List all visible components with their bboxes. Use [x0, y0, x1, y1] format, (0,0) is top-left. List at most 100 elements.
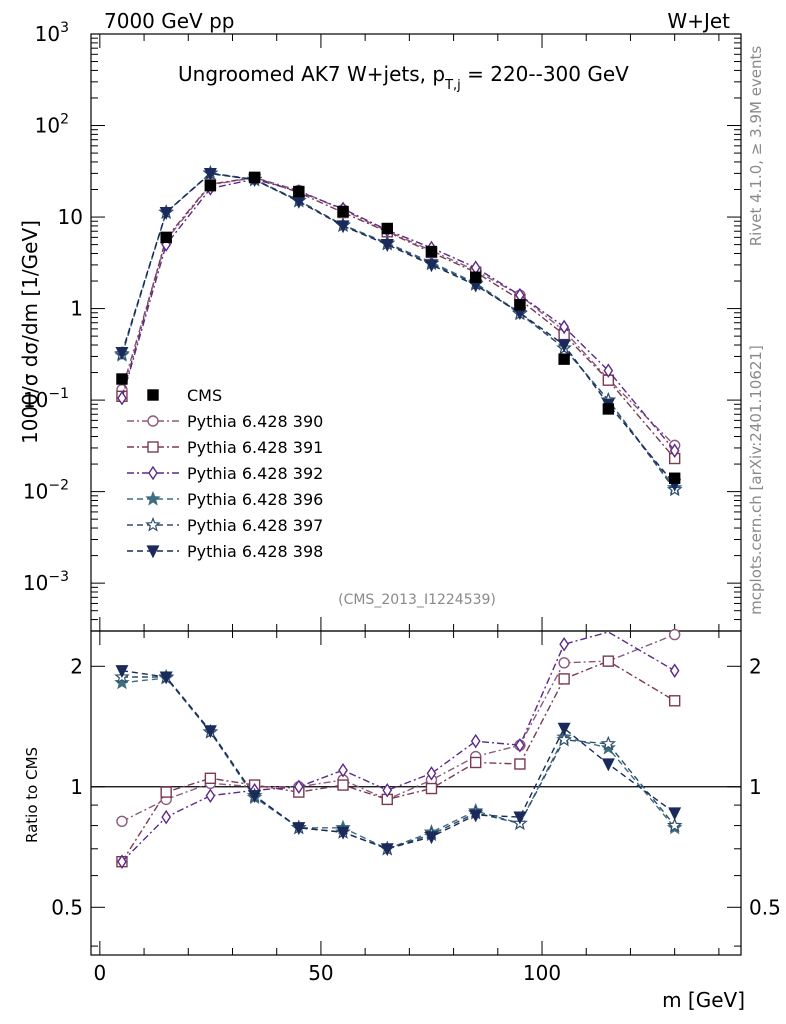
ratio-point: [601, 758, 615, 772]
ratio-series-line: [121, 660, 676, 863]
main-point: [380, 238, 394, 252]
ratio-point: [668, 695, 681, 707]
ratio-point: [559, 637, 569, 652]
main-title: Ungroomed AK7 W+jets, pT,j = 220--300 Ge…: [178, 62, 629, 93]
ratio-point: [159, 671, 173, 685]
legend-label: Pythia 6.428 398: [187, 542, 323, 561]
main-ytick-label: 10−2: [23, 478, 69, 504]
main-point: [336, 220, 350, 234]
main-point: [381, 222, 393, 235]
xtick-label: 50: [308, 961, 333, 985]
legend-entry-1: Pythia 6.428 390: [127, 412, 323, 431]
ratio-point: [425, 831, 438, 845]
ratio-point: [337, 779, 349, 791]
ratio-series-2: [117, 631, 680, 869]
ratio-point: [558, 673, 570, 685]
main-point: [337, 205, 349, 218]
main-y-axis-label: 1000/σ dσ/dm [1/GeV]: [18, 220, 42, 444]
main-point: [559, 319, 569, 335]
main-point: [514, 299, 526, 311]
legend-marker: [146, 545, 160, 559]
main-point: [204, 180, 217, 192]
ratio-point: [115, 665, 129, 679]
ratio-point: [117, 854, 127, 869]
legend-entry-4: Pythia 6.428 396: [127, 490, 323, 509]
ratio-point: [666, 817, 683, 833]
main-point: [557, 339, 571, 353]
main-series-0: [116, 171, 681, 484]
main-point: [668, 472, 681, 484]
legend-entry-6: Pythia 6.428 398: [127, 542, 323, 561]
legend-label: Pythia 6.428 392: [187, 464, 323, 483]
main-ytick-label: 1: [70, 297, 83, 321]
ratio-ytick-label-left: 0.5: [51, 895, 83, 919]
ratio-point: [204, 772, 217, 785]
ratio-series-line: [121, 631, 676, 863]
main-point: [602, 403, 615, 415]
ratio-series-3: [114, 669, 683, 856]
ratio-point: [292, 822, 306, 836]
legend-label: Pythia 6.428 397: [187, 516, 323, 535]
legend-entry-5: Pythia 6.428 397: [127, 516, 323, 535]
main-ytick-label: 10: [58, 205, 83, 229]
ratio-point: [557, 722, 571, 736]
main-point: [469, 271, 482, 283]
ratio-axis-ticks: 2 2 1 1 0.5 0.5 0 50 100: [51, 631, 781, 985]
main-point: [293, 185, 305, 198]
main-point: [115, 347, 129, 360]
ratio-point: [668, 807, 682, 821]
ratio-point: [205, 788, 216, 803]
legend-entry-2: Pythia 6.428 391: [127, 438, 323, 457]
ratio-point: [203, 725, 217, 739]
xtick-label: 0: [93, 961, 106, 985]
main-ytick-label: 10−1: [23, 386, 69, 412]
main-point: [248, 171, 261, 184]
ratio-series-4: [114, 668, 683, 856]
main-point: [425, 259, 438, 273]
ratio-point: [668, 628, 681, 641]
ratio-point: [338, 762, 348, 778]
ratio-point: [293, 779, 304, 795]
legend-marker: [148, 465, 158, 481]
ratio-point: [336, 826, 350, 840]
ratio-ytick-label-right: 0.5: [749, 895, 781, 919]
ratio-point: [600, 735, 617, 751]
legend-marker: [145, 490, 161, 506]
header-left: 7000 GeV pp: [104, 9, 235, 33]
legend-entry-0: CMS: [147, 386, 222, 405]
legend-label: Pythia 6.428 390: [187, 412, 323, 431]
ratio-series-line: [122, 676, 676, 850]
ratio-y-axis-label: Ratio to CMS: [23, 747, 41, 843]
ratio-ytick-label-right: 2: [749, 654, 762, 678]
ratio-point: [556, 731, 572, 747]
mcplots-label: mcplots.cern.ch [arXiv:2401.10621]: [747, 345, 765, 615]
legend-label: Pythia 6.428 391: [187, 438, 323, 457]
legend-marker: [147, 389, 159, 401]
main-ytick-label: 103: [35, 20, 69, 46]
legend-label: Pythia 6.428 396: [187, 490, 323, 509]
ratio-point: [513, 811, 527, 825]
legend-marker: [147, 441, 159, 453]
ratio-point: [469, 756, 482, 769]
legend-label: CMS: [187, 386, 222, 405]
legend-entry-3: Pythia 6.428 392: [127, 464, 323, 483]
ratio-point: [160, 786, 172, 798]
legend-marker: [147, 415, 159, 427]
main-point: [603, 363, 614, 378]
legend-marker: [145, 516, 161, 532]
ratio-point: [116, 815, 128, 827]
main-point: [117, 390, 127, 406]
ratio-point: [514, 758, 526, 770]
x-axis-label: m [GeV]: [662, 988, 745, 1012]
ratio-series-line: [121, 677, 676, 850]
main-point: [159, 206, 173, 220]
main-point: [669, 443, 680, 458]
main-ytick-label: 10−3: [23, 569, 69, 595]
main-series-line: [121, 176, 676, 446]
analysis-watermark: (CMS_2013_I1224539): [338, 592, 496, 608]
ratio-point: [558, 657, 570, 669]
legend: CMS Pythia 6.428 390 Pythia 6.428 391 Pythi…: [127, 386, 323, 561]
main-series-line: [121, 178, 676, 452]
ratio-frame: [90, 630, 742, 956]
